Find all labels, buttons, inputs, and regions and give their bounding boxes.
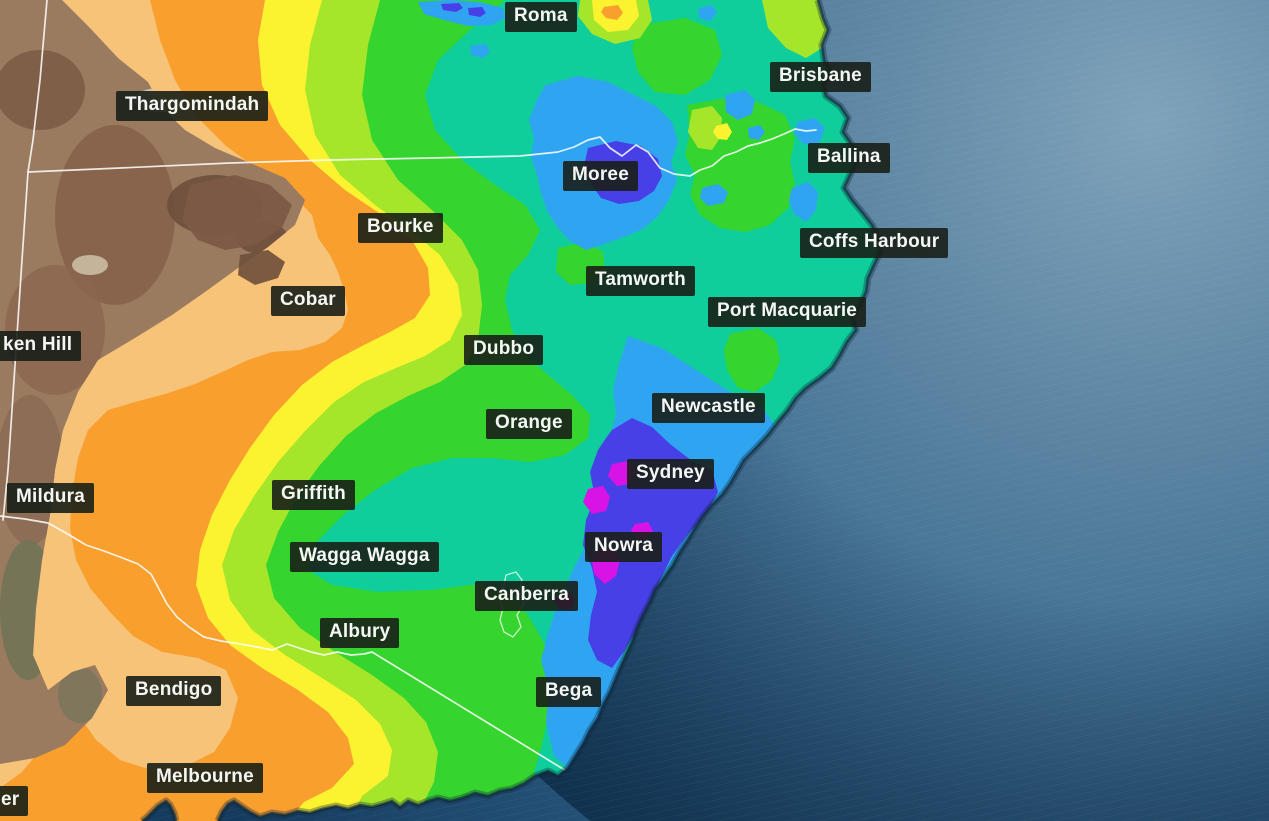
rain-region xyxy=(700,184,728,206)
city-label-newcastle: Newcastle xyxy=(652,393,765,423)
terrain-range-island xyxy=(182,175,292,250)
terrain-salt-lake xyxy=(72,255,108,275)
city-label-port-macquarie: Port Macquarie xyxy=(708,297,867,327)
rain-patches-orange xyxy=(601,5,623,20)
rain-region xyxy=(583,486,610,514)
city-label-orange: Orange xyxy=(486,409,572,439)
city-label-melbourne: Melbourne xyxy=(147,763,263,793)
terrain-range-island xyxy=(238,250,285,285)
city-label-coffs-harbour: Coffs Harbour xyxy=(800,228,949,258)
state-borders xyxy=(0,0,817,773)
city-label-griffith: Griffith xyxy=(272,480,355,510)
city-label-dubbo: Dubbo xyxy=(464,335,544,365)
border-qld-nsw xyxy=(27,128,817,177)
city-label-nowra: Nowra xyxy=(585,532,663,562)
rain-region xyxy=(699,5,717,21)
rain-region xyxy=(601,5,623,20)
city-label-mount-gambier-partial: er xyxy=(0,786,29,816)
city-label-brisbane: Brisbane xyxy=(770,62,871,92)
rain-region xyxy=(748,125,765,140)
rain-region xyxy=(724,328,780,392)
rain-region xyxy=(795,118,825,145)
rain-region xyxy=(688,106,722,150)
city-label-cobar: Cobar xyxy=(271,286,345,316)
rain-region xyxy=(762,0,830,58)
city-label-bourke: Bourke xyxy=(358,213,443,243)
rain-region xyxy=(468,7,486,17)
city-label-roma: Roma xyxy=(505,2,577,32)
city-label-bendigo: Bendigo xyxy=(126,676,222,706)
city-label-canberra: Canberra xyxy=(475,581,579,611)
terrain-shade xyxy=(5,265,105,395)
city-label-bega: Bega xyxy=(536,677,602,707)
city-label-albury: Albury xyxy=(320,618,400,648)
city-label-wagga-wagga: Wagga Wagga xyxy=(290,542,439,572)
coastline xyxy=(139,0,884,821)
city-label-thargomindah: Thargomindah xyxy=(116,91,269,121)
city-label-ballina: Ballina xyxy=(808,143,890,173)
terrain-shade xyxy=(0,50,85,130)
terrain-vegetation xyxy=(58,667,102,723)
border-nsw-vic xyxy=(0,515,569,773)
border-sa xyxy=(2,0,48,521)
rain-region xyxy=(441,3,463,12)
rain-region xyxy=(418,0,505,26)
rain-region xyxy=(725,90,755,120)
rain-region xyxy=(632,18,722,95)
city-label-tamworth: Tamworth xyxy=(586,266,695,296)
coastline-shadow-hard xyxy=(141,0,882,821)
rain-region xyxy=(789,182,818,222)
city-label-sydney: Sydney xyxy=(627,459,714,489)
city-label-mildura: Mildura xyxy=(7,483,94,513)
rain-region xyxy=(713,123,732,140)
city-label-moree: Moree xyxy=(563,161,638,191)
rain-region xyxy=(470,44,490,58)
city-label-broken-hill-partial: ken Hill xyxy=(0,331,82,361)
